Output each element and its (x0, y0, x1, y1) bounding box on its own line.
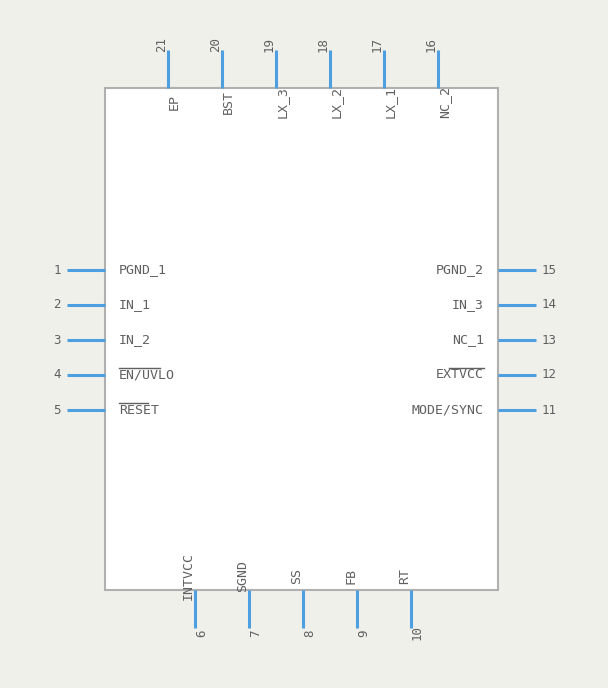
Text: 11: 11 (542, 403, 557, 416)
Text: IN_2: IN_2 (119, 334, 151, 347)
Bar (105, 88, 498, 590)
Text: 10: 10 (411, 625, 424, 641)
Text: NC_1: NC_1 (452, 334, 484, 347)
Text: 2: 2 (54, 299, 61, 312)
Text: INTVCC: INTVCC (182, 552, 195, 600)
Text: EN/UVLO: EN/UVLO (119, 369, 175, 382)
Text: RESET: RESET (119, 403, 159, 416)
Text: PGND_1: PGND_1 (119, 264, 167, 277)
Text: 12: 12 (542, 369, 557, 382)
Text: BST: BST (222, 90, 235, 114)
Text: SGND: SGND (236, 560, 249, 592)
Text: IN_3: IN_3 (452, 299, 484, 312)
Text: EXTVCC: EXTVCC (436, 369, 484, 382)
Text: 9: 9 (357, 630, 370, 637)
Text: 19: 19 (263, 38, 276, 52)
Text: 7: 7 (249, 630, 262, 637)
Text: SS: SS (290, 568, 303, 584)
Text: 18: 18 (317, 38, 330, 52)
Text: IN_1: IN_1 (119, 299, 151, 312)
Text: NC_2: NC_2 (438, 86, 451, 118)
Text: LX_1: LX_1 (384, 86, 397, 118)
Text: 14: 14 (542, 299, 557, 312)
Text: LX_3: LX_3 (276, 86, 289, 118)
Text: 17: 17 (371, 38, 384, 52)
Text: 16: 16 (425, 38, 438, 52)
Text: MODE/SYNC: MODE/SYNC (412, 403, 484, 416)
Text: 8: 8 (303, 630, 316, 637)
Text: 6: 6 (195, 630, 208, 637)
Text: PGND_2: PGND_2 (436, 264, 484, 277)
Text: 15: 15 (542, 264, 557, 277)
Text: 20: 20 (209, 38, 222, 52)
Text: LX_2: LX_2 (330, 86, 343, 118)
Text: 13: 13 (542, 334, 557, 347)
Text: 3: 3 (54, 334, 61, 347)
Text: FB: FB (344, 568, 357, 584)
Text: 1: 1 (54, 264, 61, 277)
Text: 4: 4 (54, 369, 61, 382)
Text: EP: EP (168, 94, 181, 110)
Text: 21: 21 (155, 38, 168, 52)
Text: RT: RT (398, 568, 411, 584)
Text: 5: 5 (54, 403, 61, 416)
